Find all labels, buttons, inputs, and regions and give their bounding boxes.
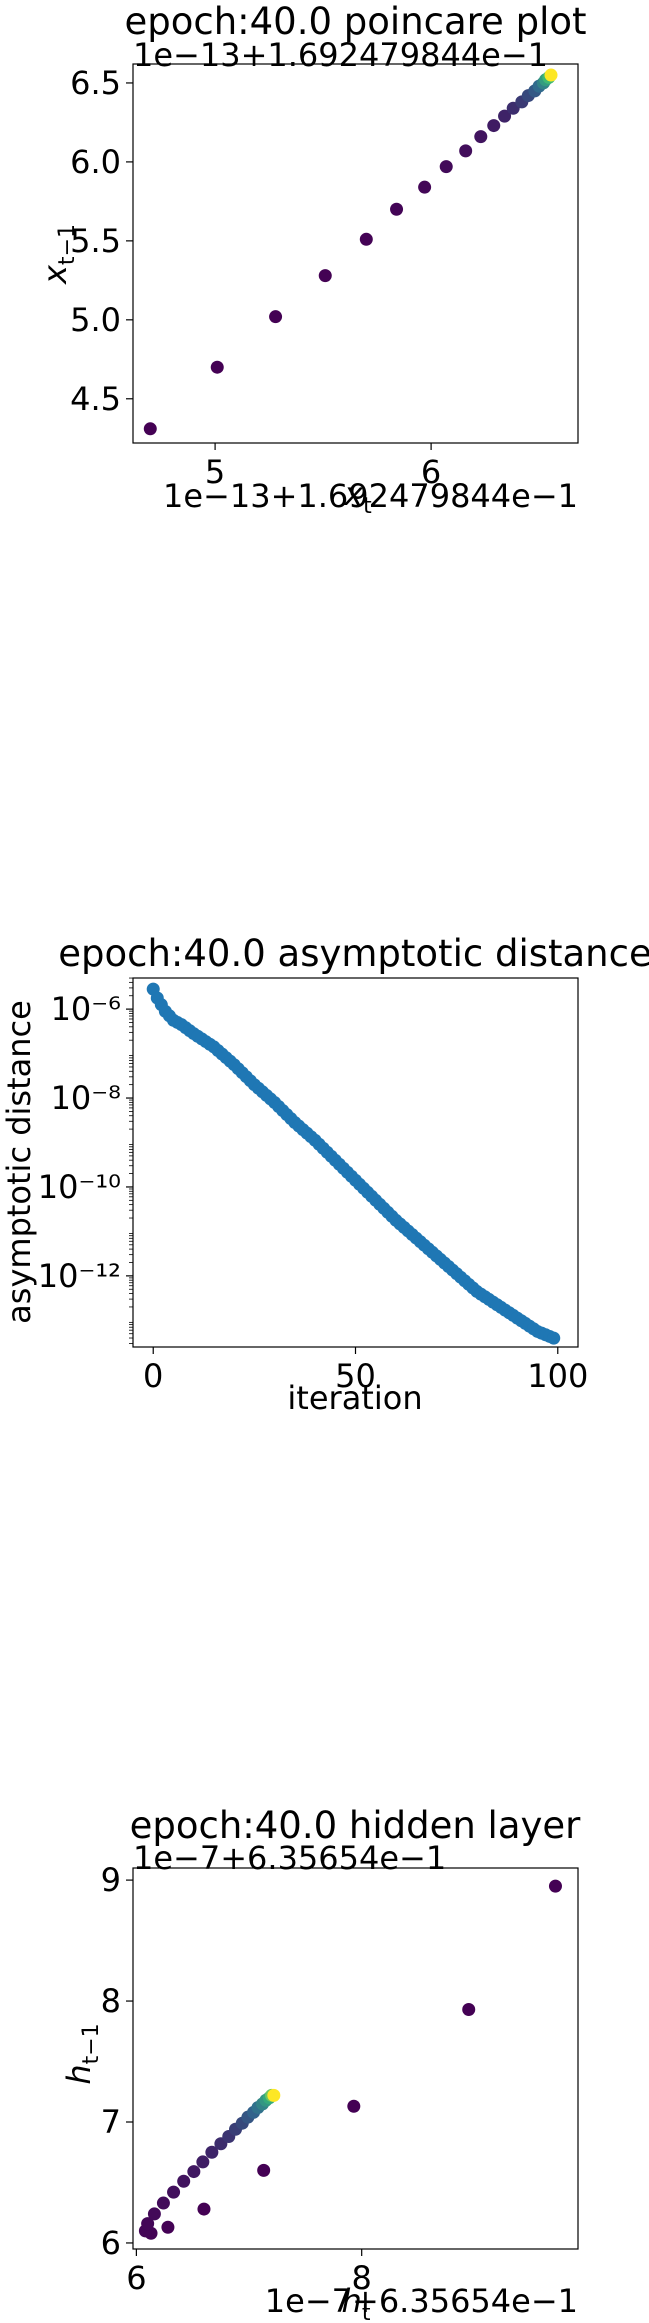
data-point bbox=[462, 2003, 476, 2017]
chart-asymptotic-distance: epoch:40.0 asymptotic distance 10⁻⁶ 10⁻⁸ 10… bbox=[0, 932, 649, 1417]
data-point bbox=[205, 2145, 219, 2159]
x-axis-label: xt bbox=[343, 475, 372, 519]
data-point bbox=[210, 360, 224, 374]
chart-hidden-layer: epoch:40.0 hidden layer1e−7+6.35654e−167… bbox=[60, 1804, 581, 2323]
y-tick-label: 4.5 bbox=[70, 380, 121, 418]
x-tick-label: 100 bbox=[527, 1357, 588, 1395]
y-tick-label: 10⁻¹² bbox=[38, 1257, 121, 1295]
y-tick-label: 5.0 bbox=[70, 301, 121, 339]
data-point bbox=[143, 422, 157, 436]
plot-frame bbox=[132, 1867, 579, 2250]
data-point bbox=[347, 2099, 361, 2113]
x-tick-label: 6 bbox=[421, 453, 441, 491]
y-tick-label: 9 bbox=[101, 1861, 121, 1899]
data-point bbox=[141, 2217, 155, 2231]
data-point bbox=[544, 68, 558, 82]
y-tick-label: 8 bbox=[101, 1982, 121, 2020]
data-point bbox=[161, 2220, 175, 2234]
y-tick-label: 5.5 bbox=[70, 222, 121, 260]
x-tick-label: 8 bbox=[352, 2259, 372, 2297]
data-point bbox=[156, 2196, 170, 2210]
data-point bbox=[257, 2163, 271, 2177]
data-point bbox=[487, 119, 501, 133]
x-offset-text: 1e−7+6.35654e−1 bbox=[265, 2282, 578, 2320]
x-offset-text: 1e−13+1.692479844e−1 bbox=[163, 477, 578, 515]
data-point bbox=[318, 269, 332, 283]
plot-frame bbox=[132, 63, 579, 444]
chart-poincare-plot: epoch:40.0 poincare plot1e−13+1.69247984… bbox=[36, 0, 587, 519]
data-point bbox=[474, 130, 488, 144]
data-point bbox=[147, 2207, 161, 2221]
data-point bbox=[548, 1879, 562, 1893]
y-tick-label: 6.5 bbox=[70, 64, 121, 102]
y-axis-label: asymptotic distance bbox=[0, 1000, 38, 1324]
y-offset-text: 1e−13+1.692479844e−1 bbox=[133, 36, 548, 74]
data-point bbox=[196, 2155, 210, 2169]
y-tick-label: 6 bbox=[101, 2224, 121, 2262]
data-point bbox=[177, 2174, 191, 2188]
x-axis-label: iteration bbox=[287, 1379, 422, 1417]
y-tick-label: 10⁻¹⁰ bbox=[38, 1168, 121, 1206]
x-tick-label: 0 bbox=[143, 1357, 163, 1395]
data-point bbox=[459, 144, 473, 158]
y-tick-label: 10⁻⁸ bbox=[51, 1079, 121, 1117]
data-point bbox=[418, 180, 432, 194]
y-axis-label: ht−1 bbox=[60, 2023, 104, 2084]
y-axis-label: xt−1 bbox=[36, 224, 80, 285]
data-point bbox=[498, 109, 512, 123]
y-tick-label: 10⁻⁶ bbox=[51, 990, 121, 1028]
y-tick-label: 6.0 bbox=[70, 143, 121, 181]
y-offset-text: 1e−7+6.35654e−1 bbox=[133, 1839, 446, 1877]
data-point bbox=[359, 232, 373, 246]
data-point bbox=[187, 2165, 201, 2179]
chart-title: epoch:40.0 asymptotic distance bbox=[58, 932, 649, 975]
x-tick-label: 6 bbox=[126, 2259, 146, 2297]
chart-title: epoch:40.0 hidden layer bbox=[130, 1804, 582, 1847]
data-point bbox=[269, 310, 283, 324]
x-tick-label: 50 bbox=[335, 1357, 376, 1395]
chart-title: epoch:40.0 poincare plot bbox=[125, 0, 587, 43]
data-point bbox=[439, 160, 453, 174]
data-point bbox=[267, 2088, 281, 2102]
x-tick-label: 5 bbox=[205, 453, 225, 491]
y-tick-label: 7 bbox=[101, 2103, 121, 2141]
data-point bbox=[547, 1331, 561, 1345]
data-point bbox=[167, 2185, 181, 2199]
x-axis-label: ht bbox=[342, 2282, 371, 2323]
data-point bbox=[390, 202, 404, 216]
data-point bbox=[197, 2202, 211, 2216]
